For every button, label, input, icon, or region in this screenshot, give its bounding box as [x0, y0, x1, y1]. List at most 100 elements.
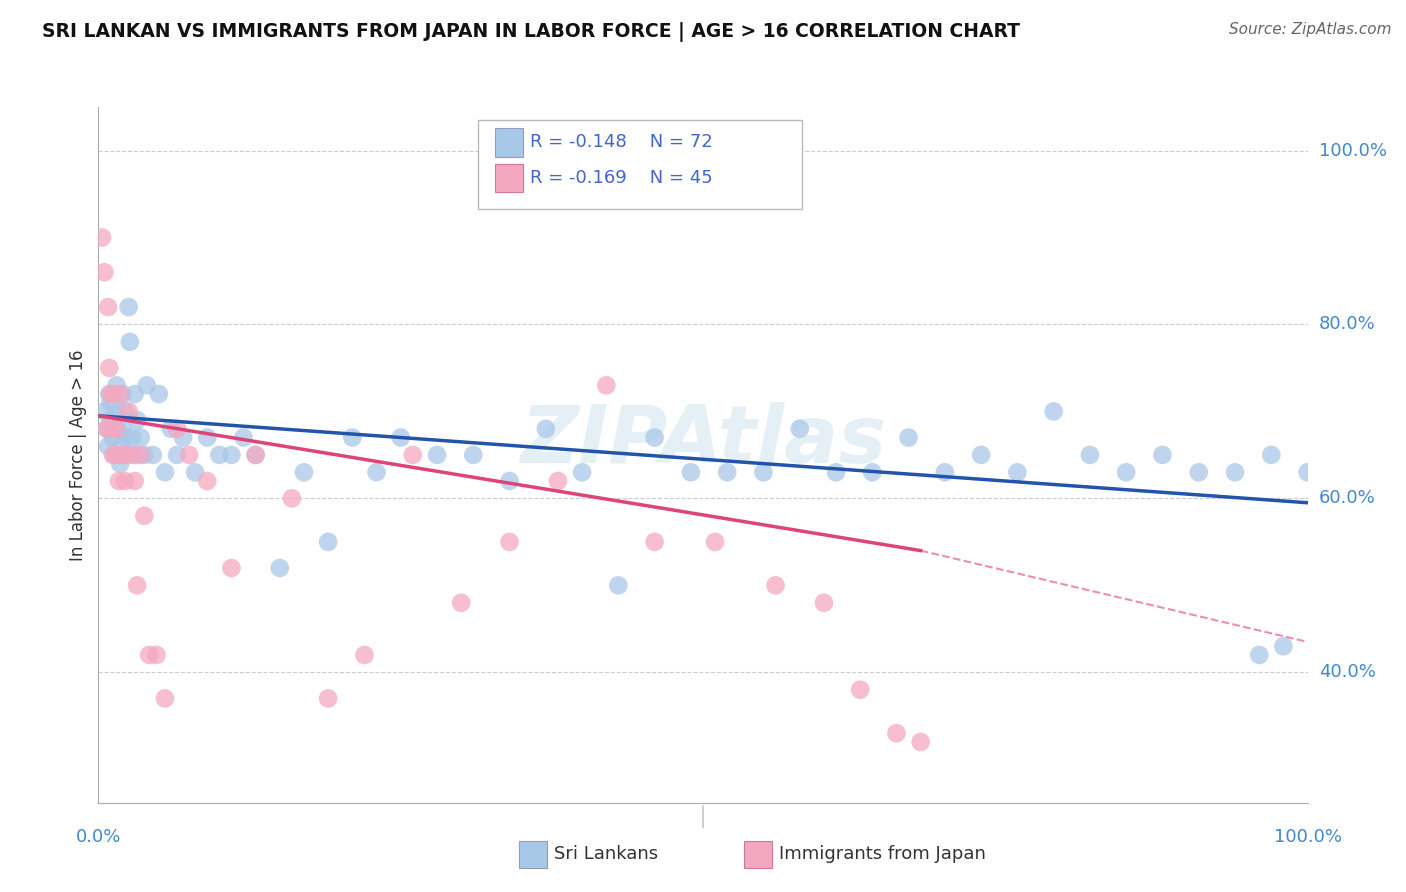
Point [166, 422, 188, 436]
Point [195, 474, 218, 488]
Point [860, 466, 883, 480]
Y-axis label: In Labor Force | Age > 16: In Labor Force | Age > 16 [69, 349, 87, 561]
Point [644, 534, 666, 549]
Point [115, 430, 138, 444]
Point [245, 448, 267, 462]
Point [101, 430, 124, 444]
Point [114, 448, 136, 462]
Point [121, 448, 143, 462]
Point [1249, 648, 1271, 662]
Point [166, 448, 188, 462]
Point [498, 474, 520, 488]
Point [534, 422, 557, 436]
Point [316, 691, 339, 706]
Point [96, 422, 118, 436]
Point [111, 422, 134, 436]
Text: 100.0%: 100.0% [1274, 828, 1341, 846]
Point [1260, 448, 1282, 462]
Point [121, 430, 143, 444]
Text: 40.0%: 40.0% [1319, 664, 1375, 681]
Text: ZIPAtlas: ZIPAtlas [520, 402, 886, 480]
Point [221, 448, 243, 462]
Text: SRI LANKAN VS IMMIGRANTS FROM JAPAN IN LABOR FORCE | AGE > 16 CORRELATION CHART: SRI LANKAN VS IMMIGRANTS FROM JAPAN IN L… [42, 22, 1021, 42]
Point [114, 404, 136, 418]
Point [100, 387, 122, 401]
Point [134, 448, 156, 462]
Point [124, 448, 146, 462]
Point [571, 466, 593, 480]
Point [595, 378, 617, 392]
Point [281, 491, 304, 506]
Point [108, 474, 131, 488]
Point [679, 466, 702, 480]
Point [105, 422, 128, 436]
Point [114, 448, 136, 462]
Point [1007, 466, 1029, 480]
Text: Sri Lankans: Sri Lankans [554, 845, 658, 863]
Point [127, 578, 149, 592]
Point [463, 448, 485, 462]
Text: R = -0.148    N = 72: R = -0.148 N = 72 [530, 133, 713, 152]
Point [752, 466, 775, 480]
Point [105, 378, 128, 392]
Point [342, 430, 364, 444]
Point [184, 466, 207, 480]
Point [498, 534, 520, 549]
Point [111, 387, 134, 401]
Point [765, 578, 787, 592]
Point [100, 396, 122, 410]
Point [402, 448, 425, 462]
Text: 60.0%: 60.0% [1319, 490, 1375, 508]
Point [160, 422, 183, 436]
Point [292, 466, 315, 480]
Point [547, 474, 569, 488]
Text: 80.0%: 80.0% [1319, 316, 1375, 334]
Point [98, 360, 121, 375]
Point [111, 448, 134, 462]
Point [124, 474, 146, 488]
Point [148, 387, 170, 401]
Point [825, 466, 848, 480]
Point [96, 422, 118, 436]
Point [366, 466, 388, 480]
Point [118, 334, 141, 349]
Point [101, 448, 124, 462]
Point [97, 439, 120, 453]
Point [716, 466, 738, 480]
Point [1223, 466, 1246, 480]
Point [221, 561, 243, 575]
Point [93, 265, 115, 279]
Point [910, 735, 932, 749]
Text: 100.0%: 100.0% [1319, 142, 1386, 160]
Point [886, 726, 908, 740]
Point [100, 413, 122, 427]
Point [103, 448, 125, 462]
Point [114, 474, 136, 488]
Point [704, 534, 727, 549]
Point [118, 404, 141, 418]
Point [232, 430, 254, 444]
Point [789, 422, 811, 436]
Point [93, 404, 115, 418]
Point [897, 430, 920, 444]
Point [97, 300, 120, 314]
Point [1188, 466, 1211, 480]
Point [1078, 448, 1101, 462]
Point [100, 422, 122, 436]
Point [1296, 466, 1319, 480]
Point [195, 430, 218, 444]
Point [145, 648, 167, 662]
Point [124, 387, 146, 401]
Point [970, 448, 993, 462]
Point [208, 448, 231, 462]
Point [353, 648, 375, 662]
Text: Immigrants from Japan: Immigrants from Japan [779, 845, 986, 863]
Point [1042, 404, 1064, 418]
Point [153, 691, 176, 706]
Point [153, 466, 176, 480]
Point [389, 430, 412, 444]
Point [142, 448, 165, 462]
Point [138, 648, 160, 662]
Point [134, 508, 156, 523]
Point [607, 578, 630, 592]
